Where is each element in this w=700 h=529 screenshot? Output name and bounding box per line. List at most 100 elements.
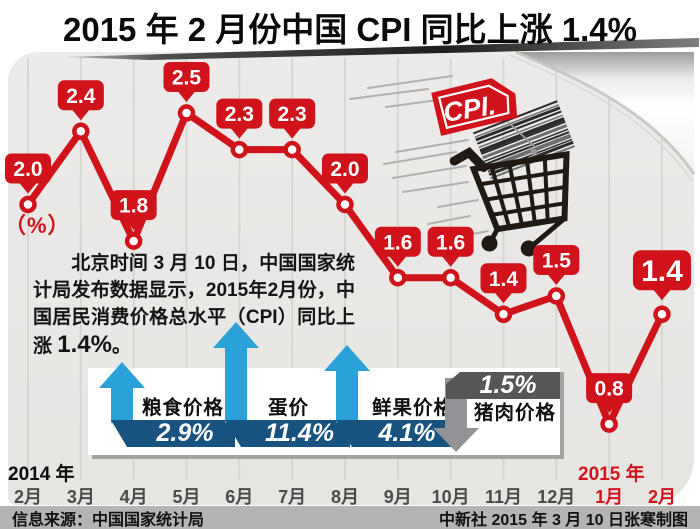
cpi-price-tag: CPI. [431, 78, 518, 136]
annotation-label: 猪肉价格 [473, 401, 556, 424]
data-labels: 2.0 2.4 1.8 2.5 2.3 2.3 2.0 1.6 1.6 1.4 1.5 0.8 1.4 [5, 62, 691, 414]
callout-tail [71, 109, 90, 121]
description: 北京时间 3 月 10 日，中国国家统计局发布数据显示，2015年2月份，中国居… [33, 250, 355, 360]
speed-line [402, 181, 469, 193]
cart-body [449, 146, 570, 257]
corner-swoosh [509, 50, 696, 182]
callout-tail [652, 289, 671, 301]
data-label: 1.4 [641, 255, 683, 288]
speed-line [395, 139, 469, 153]
data-label: 1.5 [542, 250, 572, 273]
callout-box [57, 80, 104, 111]
tag-string-arrowhead [529, 147, 539, 156]
barcode-stripe [478, 114, 564, 149]
callout-box [632, 250, 691, 291]
speed-line [385, 99, 439, 108]
data-label: 0.8 [595, 378, 625, 401]
callout-box [374, 226, 421, 257]
year-label-2014: 2014 年 [8, 464, 75, 485]
description-highlight: 1.4% [57, 331, 112, 358]
cart-wheel [520, 240, 537, 257]
callout-box [216, 98, 263, 129]
data-point [283, 140, 301, 159]
callout-box [586, 373, 633, 404]
data-point [600, 415, 618, 433]
speed-line [367, 75, 453, 89]
barcode-stripe [480, 120, 566, 155]
data-label: 1.6 [383, 231, 412, 254]
callout-box [321, 153, 368, 184]
footer-source: 信息来源：中国国家统计局 [12, 511, 205, 529]
data-point [494, 305, 513, 324]
data-point [547, 287, 566, 305]
description-period: 。 [111, 336, 131, 357]
y-axis-unit: （%） [4, 213, 71, 238]
data-point [230, 140, 249, 159]
annotation-value: 2.9% [156, 419, 214, 447]
data-label: 2.5 [172, 67, 202, 90]
speed-line [437, 199, 479, 208]
up-arrow-icon [324, 345, 370, 423]
speed-line [392, 165, 467, 179]
data-point [389, 268, 407, 287]
callout-tail [388, 255, 407, 267]
callout-box [110, 190, 157, 221]
cpi-line-series [19, 104, 671, 433]
data-point [124, 232, 143, 250]
annotation-value: 1.5% [480, 371, 537, 399]
data-point [441, 268, 460, 287]
tag-string [507, 121, 537, 149]
value-banner [446, 372, 560, 399]
annotation-value: 11.4% [265, 419, 334, 447]
callout-tail [124, 219, 143, 231]
shopping-cart-illustration: CPI. [431, 78, 575, 257]
footer-bar: 信息来源：中国国家统计局 中新社 2015 年 3 月 10 日张寒制图 [0, 506, 700, 529]
annotation-label: 鲜果价格 [372, 396, 454, 419]
callout-tail [177, 91, 196, 102]
callout-tail [441, 255, 460, 267]
data-point [72, 122, 90, 141]
barcode-stripe [475, 106, 561, 142]
data-label: 2.3 [225, 103, 254, 126]
data-label: 2.0 [13, 158, 42, 181]
data-point [336, 195, 354, 214]
callout-tail [494, 292, 513, 304]
footer-credit: 中新社 2015 年 3 月 10 日张寒制图 [439, 511, 688, 529]
callout-tail [283, 127, 302, 139]
data-label: 1.8 [119, 195, 149, 218]
down-arrow-icon [433, 378, 479, 452]
up-arrow-icon [213, 322, 259, 423]
callout-box [480, 263, 527, 294]
callout-tail [547, 274, 566, 285]
page-title: 2015 年 2 月份中国 CPI 同比上涨 1.4% [62, 11, 637, 48]
data-label: 1.6 [436, 231, 465, 254]
speed-line [383, 151, 457, 165]
speed-line [427, 215, 471, 225]
data-point [653, 305, 671, 324]
callout-box [427, 226, 474, 257]
barcode-stripe [474, 104, 560, 138]
callout-tail [600, 402, 619, 414]
barcode-stripe [484, 131, 570, 166]
value-banner [225, 420, 350, 447]
callout-box [163, 62, 210, 92]
value-banner [336, 420, 454, 447]
annotation-value: 4.1% [378, 419, 436, 447]
annotation-label: 粮食价格 [142, 396, 224, 419]
data-label: 2.3 [278, 103, 307, 126]
callout-tail [19, 182, 37, 194]
data-label: 2.0 [330, 158, 359, 181]
callout-tail [335, 182, 354, 194]
description-text: 北京时间 3 月 10 日，中国国家统计局发布数据显示，2015年2月份，中国居… [33, 253, 355, 357]
barcode-stripe [476, 110, 562, 145]
cart-wheel [481, 235, 498, 252]
data-point [177, 104, 196, 122]
data-point [19, 195, 37, 214]
callout-box [533, 245, 580, 275]
title-underline-swoosh [64, 38, 699, 60]
barcode-stripe [483, 128, 569, 163]
callout-tail [230, 127, 249, 139]
data-label: 2.4 [66, 85, 96, 108]
